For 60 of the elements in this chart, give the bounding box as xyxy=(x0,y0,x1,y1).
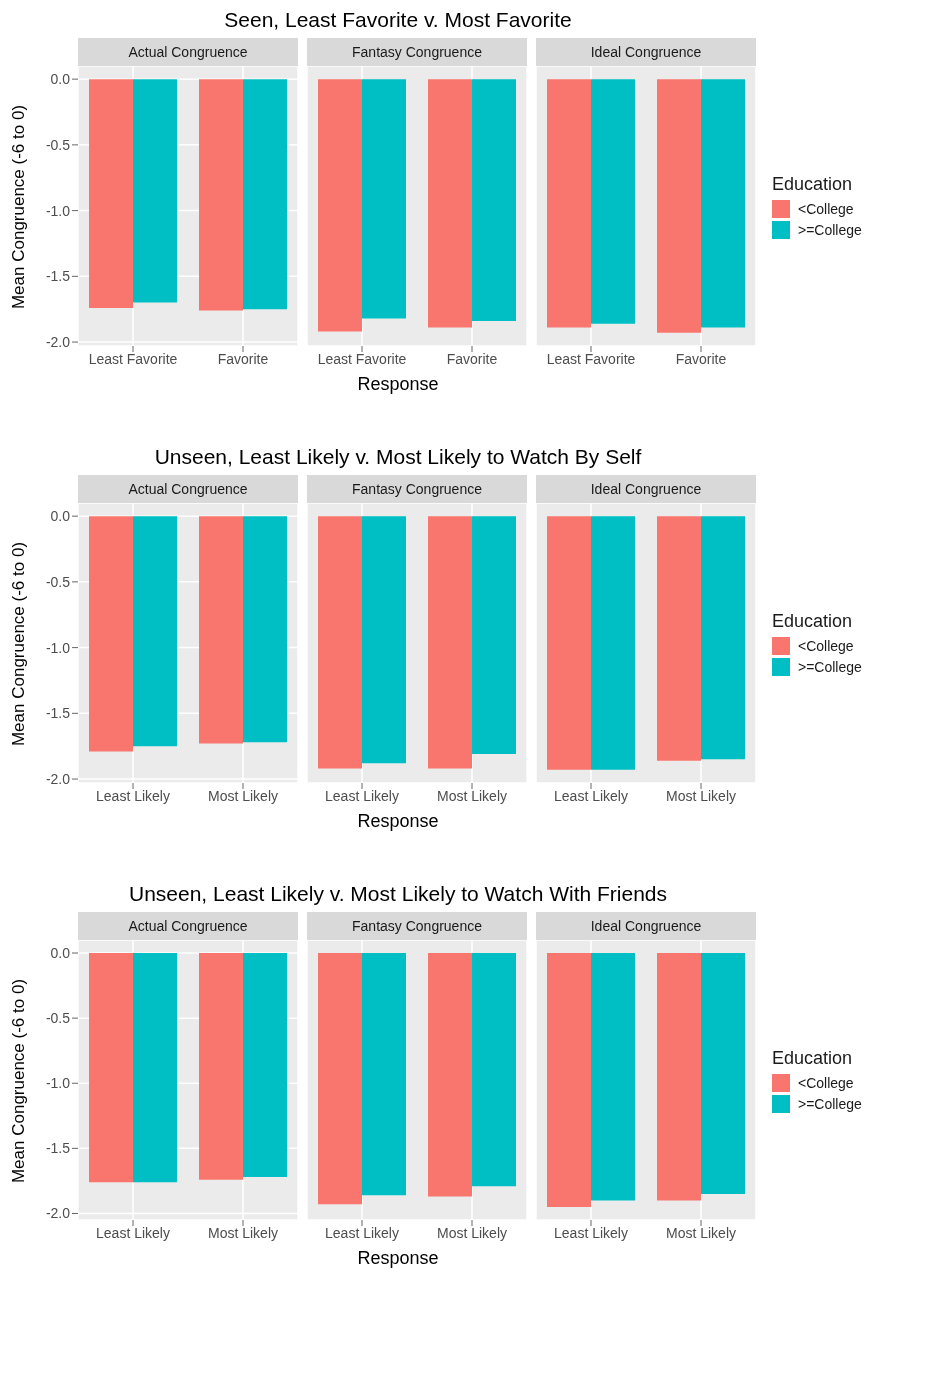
chart-subtitle: Fantasy Congruence xyxy=(307,912,527,940)
legend-label: >=College xyxy=(798,1096,862,1112)
x-tick-label: Most Likely xyxy=(207,1224,279,1241)
legend-label: <College xyxy=(798,638,854,654)
y-tick-label: -0.5 xyxy=(45,136,71,153)
y-tick-label: 0.0 xyxy=(50,71,71,88)
y-tick-label: -1.5 xyxy=(45,1140,71,1157)
text: Unseen, Least Likely v. Most Likely to Watch By Self xyxy=(153,445,643,470)
x-tick-label: Most Likely xyxy=(665,787,737,804)
chart-subtitle: Fantasy Congruence xyxy=(307,38,527,66)
x-tick-label: Favorite xyxy=(217,350,269,367)
legend-label: >=College xyxy=(798,222,862,238)
text: Seen, Least Favorite v. Most Favorite xyxy=(223,8,573,33)
y-axis-title: Mean Congruence (-6 to 0) xyxy=(9,541,29,747)
y-tick-label: -2.0 xyxy=(45,334,71,351)
x-axis-title: Response xyxy=(356,374,440,395)
legend-title: Education xyxy=(772,1047,854,1069)
legend-title: Education xyxy=(772,610,854,632)
chart-subtitle: Ideal Congruence xyxy=(536,912,756,940)
chart-subtitle: Actual Congruence xyxy=(78,912,298,940)
y-tick-label: -1.0 xyxy=(45,202,71,219)
x-tick-label: Least Likely xyxy=(325,787,399,804)
x-tick-label: Most Likely xyxy=(436,787,508,804)
chart-subtitle: Fantasy Congruence xyxy=(307,475,527,503)
y-tick-label: -2.0 xyxy=(45,771,71,788)
x-tick-label: Favorite xyxy=(675,350,727,367)
x-axis-title: Response xyxy=(356,811,440,832)
x-tick-label: Least Likely xyxy=(96,1224,170,1241)
x-tick-label: Most Likely xyxy=(436,1224,508,1241)
y-tick-label: 0.0 xyxy=(50,944,71,961)
x-tick-label: Favorite xyxy=(446,350,498,367)
x-tick-label: Least Likely xyxy=(554,787,628,804)
x-tick-label: Least Likely xyxy=(325,1224,399,1241)
y-tick-label: -0.5 xyxy=(45,1010,71,1027)
chart-subtitle: Actual Congruence xyxy=(78,38,298,66)
y-tick-label: -1.0 xyxy=(45,639,71,656)
x-tick-label: Least Likely xyxy=(554,1224,628,1241)
legend-label: <College xyxy=(798,1075,854,1091)
y-tick-label: -0.5 xyxy=(45,573,71,590)
x-tick-label: Most Likely xyxy=(207,787,279,804)
x-axis-title: Response xyxy=(356,1248,440,1269)
chart-subtitle: Ideal Congruence xyxy=(536,475,756,503)
y-tick-label: 0.0 xyxy=(50,508,71,525)
y-tick-label: -1.5 xyxy=(45,705,71,722)
x-tick-label: Least Likely xyxy=(96,787,170,804)
y-tick-label: -2.0 xyxy=(45,1205,71,1222)
x-tick-label: Most Likely xyxy=(665,1224,737,1241)
legend-label: <College xyxy=(798,201,854,217)
y-tick-label: -1.5 xyxy=(45,268,71,285)
y-axis-title: Mean Congruence (-6 to 0) xyxy=(9,978,29,1184)
x-tick-label: Least Favorite xyxy=(88,350,178,367)
chart-subtitle: Ideal Congruence xyxy=(536,38,756,66)
legend-label: >=College xyxy=(798,659,862,675)
text: Unseen, Least Likely v. Most Likely to Watch With Friends xyxy=(127,882,668,907)
x-tick-label: Least Favorite xyxy=(546,350,636,367)
legend-title: Education xyxy=(772,173,854,195)
chart-subtitle: Actual Congruence xyxy=(78,475,298,503)
y-tick-label: -1.0 xyxy=(45,1075,71,1092)
x-tick-label: Least Favorite xyxy=(317,350,407,367)
y-axis-title: Mean Congruence (-6 to 0) xyxy=(9,104,29,310)
